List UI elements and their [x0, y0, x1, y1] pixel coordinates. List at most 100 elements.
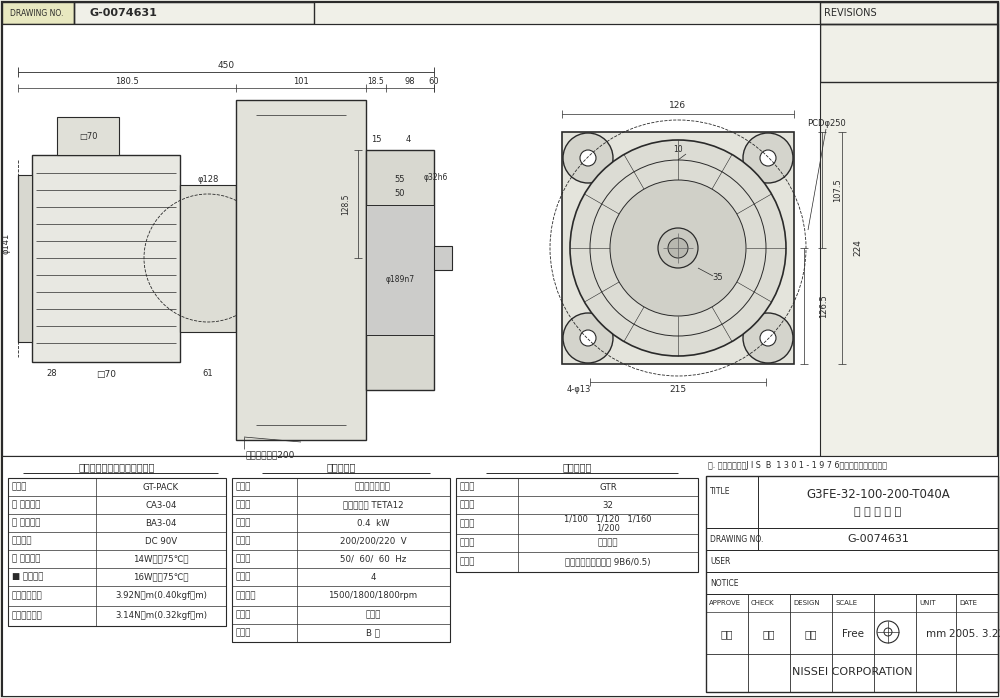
Bar — [18, 175, 32, 342]
Text: 名　称: 名 称 — [236, 482, 251, 491]
Circle shape — [563, 133, 613, 183]
Text: 静摩擦トルク: 静摩擦トルク — [12, 591, 43, 600]
Text: GTR: GTR — [599, 482, 617, 491]
Circle shape — [610, 180, 746, 316]
Text: 回転速度: 回転速度 — [236, 591, 256, 600]
Text: 60: 60 — [429, 77, 439, 87]
Text: DESIGN: DESIGN — [793, 600, 820, 606]
Text: 98: 98 — [405, 77, 415, 87]
Text: 1500/1800/1800rpm: 1500/1800/1800rpm — [328, 591, 418, 600]
Text: Free: Free — [842, 629, 864, 639]
Text: G-0074631: G-0074631 — [90, 8, 158, 18]
Text: 55: 55 — [395, 175, 405, 184]
Bar — [434, 246, 452, 270]
Text: USER: USER — [710, 556, 730, 565]
Text: 450: 450 — [217, 61, 235, 70]
Text: 180.5: 180.5 — [115, 77, 139, 87]
Text: BA3-04: BA3-04 — [145, 519, 177, 528]
Text: 動摩擦トルク: 動摩擦トルク — [12, 611, 43, 621]
Text: SCALE: SCALE — [835, 600, 857, 606]
Text: 絶　縁: 絶 縁 — [236, 628, 251, 637]
Text: PCDφ250: PCDφ250 — [807, 119, 845, 128]
Text: 128.5: 128.5 — [342, 193, 351, 215]
Bar — [820, 2, 998, 24]
Text: 鈴木: 鈴木 — [805, 629, 817, 639]
Bar — [74, 2, 314, 24]
Bar — [8, 478, 226, 626]
Text: φ128: φ128 — [197, 175, 219, 184]
Text: 4: 4 — [370, 572, 376, 581]
Text: 61: 61 — [203, 369, 213, 378]
Text: 224: 224 — [854, 239, 862, 256]
Text: 101: 101 — [293, 77, 309, 87]
Circle shape — [668, 238, 688, 258]
Circle shape — [743, 133, 793, 183]
Text: 18.5: 18.5 — [368, 77, 384, 87]
Text: 外 形 寸 法 図: 外 形 寸 法 図 — [854, 507, 902, 517]
Text: G3FE-32-100-200-T040A: G3FE-32-100-200-T040A — [806, 487, 950, 500]
Text: ■ ブレーキ: ■ ブレーキ — [12, 572, 43, 581]
Circle shape — [563, 313, 613, 363]
Bar — [706, 550, 998, 572]
Text: □70: □70 — [79, 131, 97, 140]
Text: 1/200: 1/200 — [596, 524, 620, 533]
Bar — [2, 2, 74, 24]
Bar — [706, 476, 998, 692]
Text: 126: 126 — [669, 101, 687, 110]
Text: 励磁電圧: 励磁電圧 — [12, 537, 32, 546]
Text: 減速機仕様: 減速機仕様 — [562, 462, 592, 472]
Text: 塗　色: 塗 色 — [460, 558, 475, 567]
Bar — [366, 150, 434, 390]
Text: 2005. 3.22: 2005. 3.22 — [949, 629, 1000, 639]
Text: 出　力: 出 力 — [236, 519, 251, 528]
Text: 連　続: 連 続 — [365, 611, 381, 620]
Text: CA3-04: CA3-04 — [145, 500, 177, 510]
Text: 32: 32 — [602, 500, 614, 510]
Circle shape — [743, 313, 793, 363]
Text: リード線長さ200: リード線長さ200 — [246, 450, 295, 459]
Text: 215: 215 — [669, 385, 687, 394]
Text: 28: 28 — [47, 369, 57, 378]
Text: 1/100   1/120   1/160: 1/100 1/120 1/160 — [564, 514, 652, 524]
Text: グリース: グリース — [598, 538, 618, 547]
Circle shape — [760, 330, 776, 346]
Text: 4: 4 — [405, 135, 411, 144]
Bar — [706, 594, 998, 692]
Bar — [706, 528, 998, 550]
Text: φ141: φ141 — [1, 232, 10, 253]
Text: 海野: 海野 — [721, 629, 733, 639]
Text: 0.4  kW: 0.4 kW — [357, 519, 389, 528]
Bar — [180, 185, 236, 332]
Text: 電　圧: 電 圧 — [236, 537, 251, 546]
Text: モータ仕様: モータ仕様 — [326, 462, 356, 472]
Text: 三相誘導電動機: 三相誘導電動機 — [355, 482, 391, 491]
Text: 15: 15 — [371, 135, 381, 144]
Text: 極　数: 極 数 — [236, 572, 251, 581]
Text: 14W（約75℃）: 14W（約75℃） — [133, 554, 189, 563]
Bar — [232, 478, 450, 642]
Text: 35: 35 — [713, 274, 723, 283]
Text: 3.92N・m(0.40kgf・m): 3.92N・m(0.40kgf・m) — [115, 591, 207, 600]
Bar — [366, 205, 434, 335]
Text: 式 ブレーキ: 式 ブレーキ — [12, 519, 40, 528]
Circle shape — [580, 150, 596, 166]
Bar — [32, 155, 180, 362]
Text: 10: 10 — [673, 145, 683, 154]
Text: 容 クラッチ: 容 クラッチ — [12, 554, 40, 563]
Text: 200/200/220  V: 200/200/220 V — [340, 537, 406, 546]
Text: 名　称: 名 称 — [12, 482, 27, 491]
Bar — [2, 24, 820, 456]
Text: □70: □70 — [96, 369, 116, 378]
Text: DRAWING NO.: DRAWING NO. — [710, 535, 763, 544]
Text: CHECK: CHECK — [751, 600, 775, 606]
Text: DATE: DATE — [959, 600, 977, 606]
Text: 全閉外扇形 TETA12: 全閉外扇形 TETA12 — [343, 500, 403, 510]
Text: 減速比: 減速比 — [460, 519, 475, 528]
Text: G-0074631: G-0074631 — [847, 534, 909, 544]
Text: 3.14N・m(0.32kgf・m): 3.14N・m(0.32kgf・m) — [115, 611, 207, 621]
Text: 50/  60/  60  Hz: 50/ 60/ 60 Hz — [340, 554, 406, 563]
Text: 16W（約75℃）: 16W（約75℃） — [133, 572, 189, 581]
Text: B 級: B 級 — [366, 628, 380, 637]
Text: APPROVE: APPROVE — [709, 600, 741, 606]
Text: 50: 50 — [395, 189, 405, 198]
